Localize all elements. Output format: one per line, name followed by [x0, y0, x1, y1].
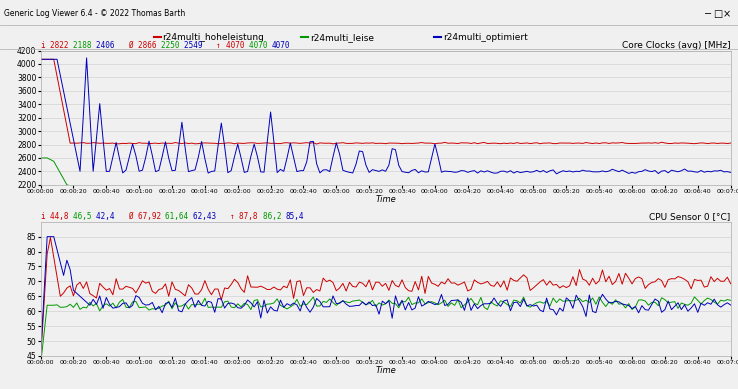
Text: 4070: 4070: [249, 41, 272, 50]
Text: r24multi_optimiert: r24multi_optimiert: [443, 33, 528, 42]
Text: 4070: 4070: [226, 41, 249, 50]
Text: 2822: 2822: [50, 41, 73, 50]
Text: 2250: 2250: [161, 41, 184, 50]
Text: ↑: ↑: [216, 41, 226, 50]
Text: i: i: [41, 212, 50, 221]
Text: Ø: Ø: [128, 41, 138, 50]
Text: 62,43: 62,43: [193, 212, 230, 221]
Text: 67,92: 67,92: [138, 212, 165, 221]
Text: 85,4: 85,4: [286, 212, 304, 221]
Text: ×: ×: [723, 9, 731, 19]
Text: CPU Sensor 0 [°C]: CPU Sensor 0 [°C]: [649, 212, 731, 221]
Text: 44,8: 44,8: [50, 212, 73, 221]
Text: □: □: [713, 9, 722, 19]
Text: 2188: 2188: [73, 41, 96, 50]
Text: 42,4: 42,4: [96, 212, 128, 221]
Text: −: −: [703, 9, 712, 19]
Text: Core Clocks (avg) [MHz]: Core Clocks (avg) [MHz]: [622, 41, 731, 50]
Text: 87,8: 87,8: [239, 212, 263, 221]
Text: 2866: 2866: [138, 41, 161, 50]
Text: r24multi_hoheleistung: r24multi_hoheleistung: [162, 33, 264, 42]
Text: 4070: 4070: [272, 41, 290, 50]
Text: 61,64: 61,64: [165, 212, 193, 221]
Text: 2406: 2406: [96, 41, 128, 50]
Text: Ø: Ø: [128, 212, 138, 221]
X-axis label: Time: Time: [375, 366, 396, 375]
Text: 86,2: 86,2: [263, 212, 286, 221]
Text: ↑: ↑: [230, 212, 239, 221]
Text: Generic Log Viewer 6.4 - © 2022 Thomas Barth: Generic Log Viewer 6.4 - © 2022 Thomas B…: [4, 9, 185, 18]
Text: 46,5: 46,5: [73, 212, 96, 221]
Text: r24multi_leise: r24multi_leise: [310, 33, 374, 42]
X-axis label: Time: Time: [375, 195, 396, 204]
Text: i: i: [41, 41, 50, 50]
Text: 2549: 2549: [184, 41, 216, 50]
